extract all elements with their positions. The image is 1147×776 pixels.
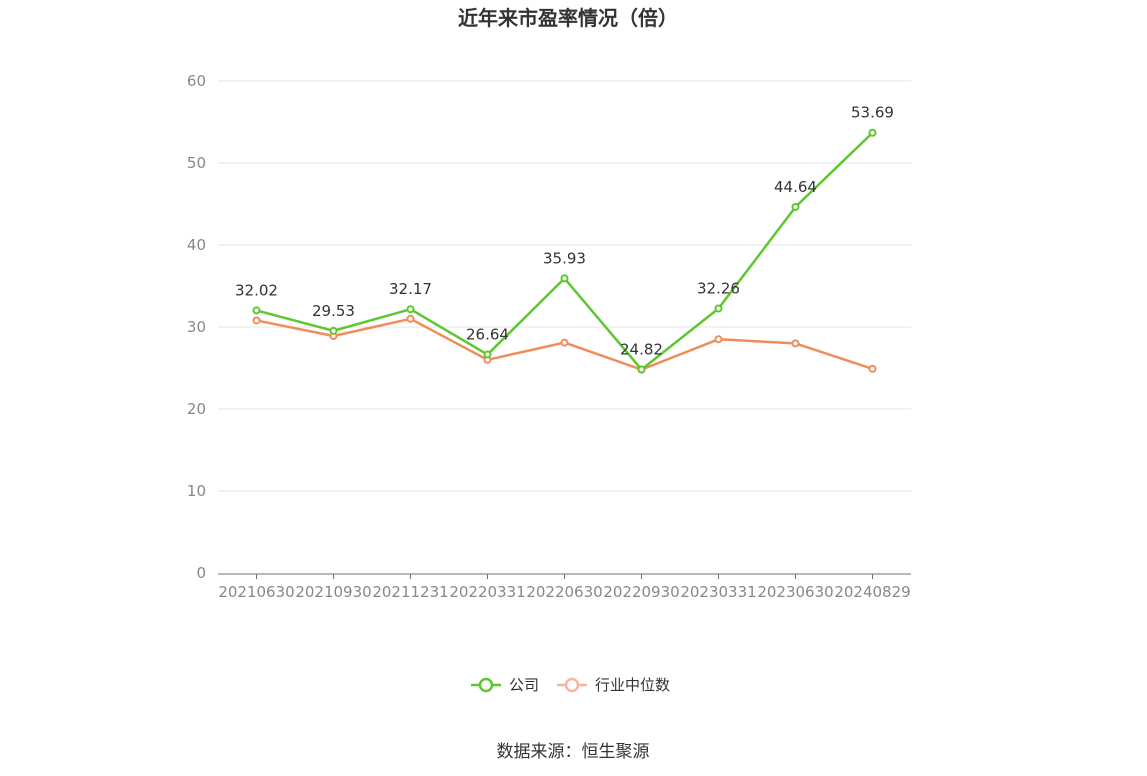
source-note: 数据来源：恒生聚源	[497, 742, 650, 762]
series-point-0	[483, 350, 492, 359]
data-label: 44.64	[774, 178, 817, 196]
y-tick-label: 40	[187, 236, 206, 254]
data-label: 26.64	[466, 326, 509, 344]
legend-marker-0	[478, 677, 494, 693]
grid-lines	[218, 80, 911, 492]
x-tick-label: 20240829	[834, 583, 910, 601]
data-labels: 32.02 29.53 32.17 26.64 35.93 24.82 32.26 44.64…	[235, 104, 894, 359]
x-tick-label: 20230630	[757, 583, 833, 601]
series-point-0	[560, 274, 569, 283]
series-layer	[252, 128, 877, 374]
y-tick-label: 30	[187, 318, 206, 336]
y-tick-label: 50	[187, 154, 206, 172]
series-point-1	[252, 316, 261, 325]
y-tick-label: 60	[187, 72, 206, 90]
y-tick-label: 20	[187, 400, 206, 418]
series-point-0	[252, 306, 261, 315]
x-axis: 20210630 20210930 20211231 20220331 20220630…	[218, 573, 911, 601]
x-tick-label: 20210630	[218, 583, 294, 601]
series-point-0	[791, 202, 800, 211]
series-point-1	[868, 364, 877, 373]
x-tick-label: 20220331	[449, 583, 525, 601]
series-point-0	[637, 365, 646, 374]
series-point-0	[714, 304, 723, 313]
data-label: 24.82	[620, 340, 663, 358]
data-label: 32.02	[235, 281, 278, 299]
series-point-1	[791, 339, 800, 348]
legend-label-0: 公司	[509, 676, 539, 694]
y-tick-label: 10	[187, 482, 206, 500]
data-label: 32.17	[389, 280, 432, 298]
series-point-1	[714, 335, 723, 344]
x-tick-label: 20211231	[372, 583, 448, 601]
series-point-0	[868, 128, 877, 137]
series-point-1	[406, 314, 415, 323]
series-point-1	[560, 338, 569, 347]
data-label: 29.53	[312, 302, 355, 320]
series-point-0	[329, 326, 338, 335]
x-tick-label: 20210930	[295, 583, 371, 601]
legend-label-1: 行业中位数	[595, 676, 670, 694]
y-axis: 0 10 20 30 40 50 60	[187, 72, 206, 582]
x-tick-label: 20220930	[603, 583, 679, 601]
x-tick-label: 20220630	[526, 583, 602, 601]
x-tick-label: 20230331	[680, 583, 756, 601]
chart-title: 近年来市盈率情况（倍）	[458, 6, 678, 30]
data-label: 53.69	[851, 104, 894, 122]
series-point-0	[406, 305, 415, 314]
legend: 公司 行业中位数	[471, 676, 670, 694]
data-label: 32.26	[697, 279, 740, 297]
y-tick-label: 0	[196, 564, 206, 582]
legend-marker-1	[564, 677, 580, 693]
data-label: 35.93	[543, 249, 586, 267]
